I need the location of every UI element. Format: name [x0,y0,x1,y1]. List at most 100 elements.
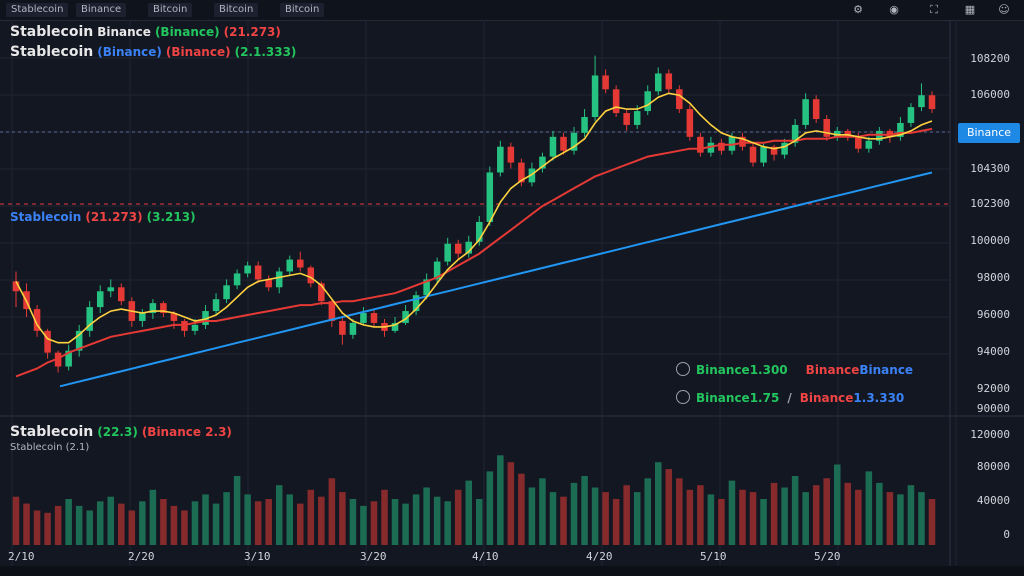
candle-body [760,146,767,163]
volume-bar [65,499,72,545]
volume-bar [444,501,451,545]
settings-icon[interactable]: ⚙ [853,3,863,16]
volume-bar [223,492,230,545]
volume-bar [44,512,51,545]
volume-bar [465,480,472,545]
candle-body [812,99,820,119]
volume-bar [191,501,199,545]
user-icon[interactable]: ☺ [998,3,1010,16]
volume-bar [297,503,304,545]
volume-bar [54,505,62,545]
volume-bar [486,471,494,545]
candle-body [297,259,304,268]
volume-bar [570,482,578,545]
volume-bar [212,503,220,545]
volume-bar [391,499,399,545]
volume-bar [160,499,167,545]
volume-bar [402,503,409,545]
volume-bar [665,469,673,545]
volume-bar [265,499,272,545]
candle-body [391,322,399,331]
candle-body [181,320,188,331]
candle-body [591,75,599,118]
candle-body [307,267,315,284]
candle-body [454,243,462,254]
candle-body [865,140,873,149]
candle-body [770,146,778,155]
candle-body [275,271,283,288]
candle-body [223,285,230,300]
candle-body [539,156,546,169]
time-axis-label: 3/20 [360,550,387,563]
volume-bar [75,505,83,545]
layout-icon[interactable]: ▦ [964,3,976,16]
candle-body [507,146,515,163]
candle-body [402,311,409,323]
volume-bar [802,492,809,545]
candle-body [928,95,936,110]
candle-body [339,320,346,335]
volume-bar [233,476,241,545]
candle-body [265,279,272,288]
fullscreen-icon[interactable]: ⛶ [930,3,938,16]
volume-bar [865,471,873,545]
volume-axis-label: 0 [1003,528,1010,541]
volume-bar [760,499,767,545]
volume-bar [307,489,315,545]
info-icon [676,362,690,376]
tab-indicators[interactable]: Bitcoin [214,3,259,17]
volume-bar [497,455,504,545]
volume-bar [886,492,894,545]
candle-body [823,119,830,137]
candle-body [781,142,788,155]
volume-bar [676,478,683,545]
volume-bar [897,494,904,545]
tab-symbol[interactable]: Stablecoin [6,3,69,17]
candle-body [855,136,862,149]
candle-body [433,261,441,280]
volume-bar [549,492,557,545]
volume-bar [170,505,178,545]
volume-bar [728,480,736,545]
volume-bar [107,496,115,545]
volume-bar [844,482,852,545]
candle-body [518,162,525,183]
volume-bar [707,494,715,545]
time-axis-label: 3/10 [244,550,271,563]
status-strip [0,566,1024,576]
candle-body [360,313,367,323]
tab-exchange[interactable]: Binance [76,3,127,17]
candle-body [107,287,115,292]
price-axis-label: 90000 [976,402,1010,415]
candle-body [718,142,725,151]
volume-bar [149,489,157,545]
volume-bar [686,489,694,545]
volume-bar [476,499,483,545]
volume-bar [770,482,778,545]
time-axis-label: 5/10 [700,550,727,563]
camera-icon[interactable]: ◉ [889,3,899,16]
candle-body [570,132,578,151]
volume-bar [654,462,662,545]
tab-interval[interactable]: Bitcoin [148,3,193,17]
candle-body [844,130,852,137]
candle-body [349,322,357,335]
volume-axis-label: 120000 [970,428,1010,441]
tab-compare[interactable]: Bitcoin [280,3,325,17]
toolbar: Stablecoin Binance Bitcoin Bitcoin Bitco… [0,0,1024,21]
volume-legend-1: Stablecoin (22.3) (Binance 2.3) [10,424,232,440]
volume-bar [528,487,536,545]
price-axis-label: 102300 [970,197,1010,210]
volume-bar [181,510,188,545]
volume-bar [118,503,125,545]
candle-body [465,241,472,254]
candle-body [423,279,430,296]
candle-body [33,309,41,331]
candle-body [644,91,651,112]
volume-legend-2: Stablecoin (2.1) [10,442,90,453]
volume-bar [791,476,799,545]
candle-body [697,136,704,153]
volume-bar [855,489,862,545]
volume-axis-label: 80000 [976,460,1010,473]
